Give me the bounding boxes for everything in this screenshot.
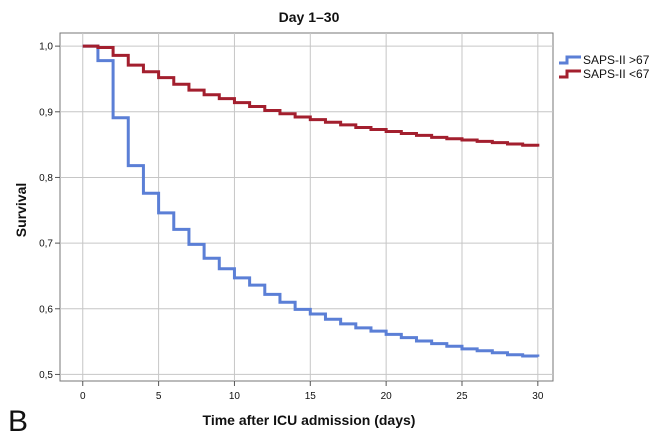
x-tick-label: 5 <box>156 391 162 402</box>
survival-curve-saps-high <box>82 44 540 358</box>
y-axis-label: Survival <box>13 183 29 237</box>
panel-letter: B <box>8 405 28 431</box>
x-tick-label: 0 <box>80 391 86 402</box>
y-tick-label: 1,0 <box>39 42 53 53</box>
x-tick-label: 30 <box>532 391 544 402</box>
x-tick-label: 10 <box>229 391 241 402</box>
y-tick-label: 0,9 <box>39 107 53 118</box>
legend-label: SAPS-II >67 <box>583 53 650 67</box>
x-tick-label: 15 <box>305 391 317 402</box>
x-tick-label: 25 <box>456 391 468 402</box>
legend-swatch <box>559 69 581 79</box>
plot-area: 0 5 10 15 20 25 30 0,5 0,6 0,7 0,8 0,9 1,0 <box>39 32 554 402</box>
x-tick-label: 20 <box>381 391 393 402</box>
y-tick-label: 0,7 <box>39 239 53 250</box>
legend-swatch <box>559 55 581 65</box>
survival-curve-saps-low <box>82 44 540 147</box>
y-tick-label: 0,5 <box>39 370 53 381</box>
chart-title: Day 1–30 <box>279 9 340 25</box>
y-tick-label: 0,8 <box>39 173 53 184</box>
plot-frame <box>59 32 554 382</box>
y-tick-label: 0,6 <box>39 304 53 315</box>
x-axis-label: Time after ICU admission (days) <box>203 412 416 428</box>
legend-label: SAPS-II <67 <box>583 67 650 81</box>
